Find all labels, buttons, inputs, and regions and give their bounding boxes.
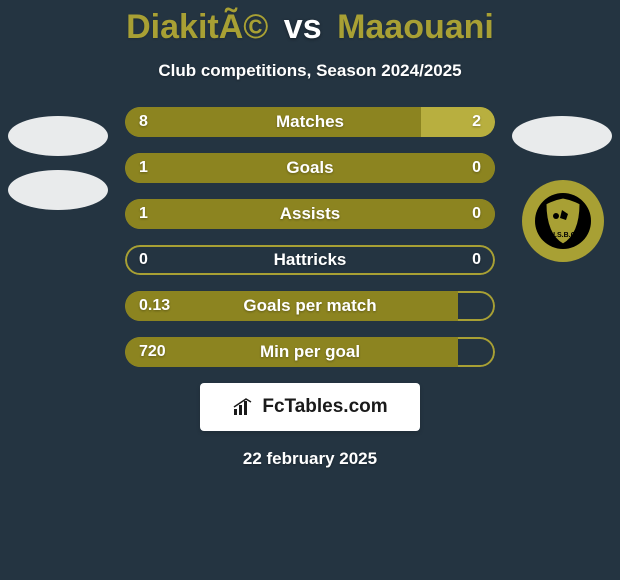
bar-value-right: 2: [458, 107, 495, 137]
stat-bar: Min per goal720: [125, 337, 495, 367]
chart-icon: [232, 397, 256, 417]
subtitle: Club competitions, Season 2024/2025: [0, 61, 620, 81]
bar-value-left: 1: [125, 199, 162, 229]
stat-bar: Matches8 2: [125, 107, 495, 137]
stat-bar: Hattricks0 0: [125, 245, 495, 275]
bar-value-left: 0.13: [125, 291, 184, 321]
stat-bar: Goals per match0.13: [125, 291, 495, 321]
bar-value-right: 0: [458, 199, 495, 229]
bar-label: Min per goal: [125, 337, 495, 367]
infographic-container: DiakitÃ© vs Maaouani Club competitions, …: [0, 0, 620, 580]
shield-icon: U.S.B.G: [532, 190, 594, 252]
bar-value-left: 0: [125, 245, 162, 275]
page-title: DiakitÃ© vs Maaouani: [0, 0, 620, 47]
brand-text: FcTables.com: [262, 396, 387, 418]
bar-value-right: 0: [458, 245, 495, 275]
player1-name: DiakitÃ©: [126, 8, 268, 46]
team-badge-left-1: [8, 116, 108, 156]
bar-label: Hattricks: [125, 245, 495, 275]
bar-value-left: 1: [125, 153, 162, 183]
stat-bar: Goals1 0: [125, 153, 495, 183]
team-badge-right: [512, 116, 612, 156]
bar-label: Matches: [125, 107, 495, 137]
player2-name: Maaouani: [337, 8, 494, 46]
brand-badge[interactable]: FcTables.com: [200, 383, 420, 431]
bar-label: Assists: [125, 199, 495, 229]
vs-label: vs: [284, 8, 322, 46]
date-label: 22 february 2025: [0, 449, 620, 469]
stat-bar: Assists1 0: [125, 199, 495, 229]
bar-value-left: 720: [125, 337, 180, 367]
team-logo-right: U.S.B.G: [522, 180, 604, 262]
bar-value-right: [467, 337, 495, 367]
stat-bars: Matches82Goals10Assists10Hattricks00Goal…: [125, 107, 495, 367]
bar-value-right: 0: [458, 153, 495, 183]
team-badge-left-2: [8, 170, 108, 210]
bar-value-right: [467, 291, 495, 321]
bar-label: Goals: [125, 153, 495, 183]
svg-text:U.S.B.G: U.S.B.G: [550, 232, 577, 239]
bar-value-left: 8: [125, 107, 162, 137]
